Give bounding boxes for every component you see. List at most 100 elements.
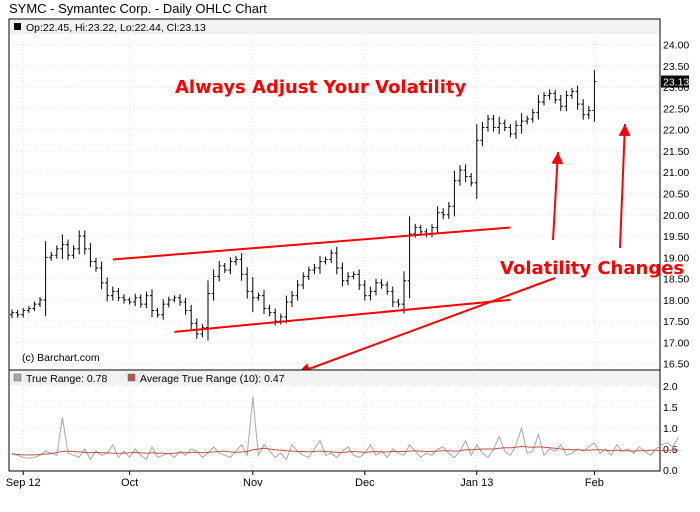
date-tick-label: Sep 12 — [6, 477, 41, 489]
ohlc-bar — [211, 269, 216, 301]
price-tick-label: 20.50 — [663, 188, 689, 200]
ohlc-bar — [502, 119, 507, 132]
ohlc-bar — [290, 290, 294, 307]
ohlc-bar — [60, 234, 65, 260]
ohlc-bar — [491, 114, 496, 132]
ohlc-bar — [116, 287, 121, 302]
ohlc-bar — [239, 253, 244, 281]
ohlc-bar — [194, 318, 199, 339]
ohlc-bar — [88, 243, 93, 268]
ohlc-bar — [189, 304, 194, 329]
ohlc-bar — [26, 306, 31, 313]
ohlc-bar — [172, 295, 177, 303]
annotation-arrow — [551, 151, 564, 241]
price-panel — [8, 18, 661, 371]
ohlc-bar — [323, 256, 328, 265]
date-tick-label: Oct — [121, 477, 138, 489]
ohlc-bar — [452, 170, 457, 217]
ohlc-bar — [362, 280, 367, 301]
date-tick-label: Dec — [355, 477, 375, 489]
ohlc-bar — [458, 165, 462, 186]
credit-text: (c) Barchart.com — [22, 352, 100, 364]
ohlc-bar — [542, 92, 546, 106]
ohlc-bar — [32, 301, 37, 312]
ohlc-bar — [469, 173, 474, 187]
ohlc-bar — [474, 124, 479, 199]
ohlc-bar — [351, 271, 356, 280]
indicator-tick-label: 0.0 — [663, 465, 678, 477]
ohlc-bar — [508, 124, 513, 138]
ohlc-bar — [547, 89, 552, 100]
ohlc-bar — [10, 309, 14, 319]
atr-legend: Average True Range (10): 0.47 — [140, 373, 285, 385]
atr-line — [11, 445, 679, 456]
ohlc-bar — [357, 269, 362, 290]
indicator-tick-label: 1.5 — [663, 402, 678, 414]
ohlc-bar — [525, 115, 530, 125]
ohlc-bar — [200, 324, 205, 338]
ohlc-bar — [256, 292, 261, 301]
ohlc-bar — [553, 89, 558, 104]
ohlc-bar — [346, 271, 350, 286]
ohlc-bar — [110, 286, 115, 301]
ohlc-bar — [54, 245, 59, 259]
ohlc-bar — [390, 286, 395, 307]
price-tick-label: 18.50 — [663, 274, 689, 286]
ohlc-bar — [262, 289, 266, 315]
atr-legend-marker — [127, 373, 136, 382]
date-tick-label: Jan 13 — [460, 477, 493, 489]
ohlc-bar — [374, 278, 378, 296]
ohlc-bar — [564, 90, 569, 112]
ohlc-bar — [284, 295, 289, 324]
ohlc-bar — [234, 255, 238, 266]
annotation-arrow — [618, 123, 631, 249]
price-tick-label: 24.00 — [663, 40, 689, 52]
ohlc-bar — [514, 120, 518, 139]
trendlines — [112, 226, 511, 333]
ohlc-bar — [21, 307, 26, 318]
ohlc-bar — [178, 294, 182, 306]
quote-legend: Op:22.45, Hi:23.22, Lo:22.44, Cl:23.13 — [26, 22, 206, 34]
ohlc-bar — [385, 281, 390, 295]
ohlc-bar — [166, 296, 171, 308]
ohlc-bar — [49, 251, 54, 261]
ohlc-bar — [497, 116, 502, 135]
ohlc-bar — [295, 280, 300, 301]
ohlc-bar — [250, 277, 255, 313]
ohlc-bar — [340, 262, 345, 287]
ohlc-bar — [312, 263, 317, 275]
ohlc-bar — [318, 255, 322, 274]
trendline-lower — [174, 298, 511, 333]
ohlc-bar — [396, 298, 401, 308]
ohlc-bar — [105, 277, 110, 302]
ohlc-bar — [486, 114, 490, 132]
ohlc-bar — [245, 267, 250, 299]
price-tick-label: 16.50 — [663, 359, 689, 371]
last-close-label: 23.13 — [663, 77, 689, 89]
ohlc-bar — [435, 206, 440, 234]
true-range-legend-marker — [13, 373, 22, 382]
ohlc-bar — [575, 85, 580, 110]
indicator-tick-label: 2.0 — [663, 381, 678, 393]
date-axis: Sep 12 Oct Nov Dec Jan 13 Feb — [6, 471, 604, 489]
ohlc-bar — [368, 286, 373, 301]
ohlc-bar — [301, 272, 306, 290]
ohlc-bar — [441, 208, 446, 220]
price-tick-label: 22.50 — [663, 103, 689, 115]
last-close-tag — [661, 75, 689, 88]
callout-annotation: Volatility Changes — [500, 258, 684, 279]
ohlc-bar — [38, 297, 42, 308]
price-tick-label: 23.50 — [663, 61, 689, 73]
ohlc-bar — [592, 70, 597, 122]
ohlc-bar — [586, 105, 591, 120]
ohlc-bar — [82, 230, 87, 255]
indicator-axis: 0.00.51.01.52.0 — [663, 381, 678, 477]
price-tick-label: 19.00 — [663, 252, 689, 264]
ohlc-bar — [519, 112, 524, 134]
price-tick-label: 22.00 — [663, 125, 689, 137]
ohlc-bar — [66, 239, 70, 261]
ohlc-bar — [155, 307, 160, 318]
ohlc-bar — [558, 94, 563, 112]
ohlc-bar — [161, 299, 166, 320]
price-tick-label: 17.50 — [663, 316, 689, 328]
